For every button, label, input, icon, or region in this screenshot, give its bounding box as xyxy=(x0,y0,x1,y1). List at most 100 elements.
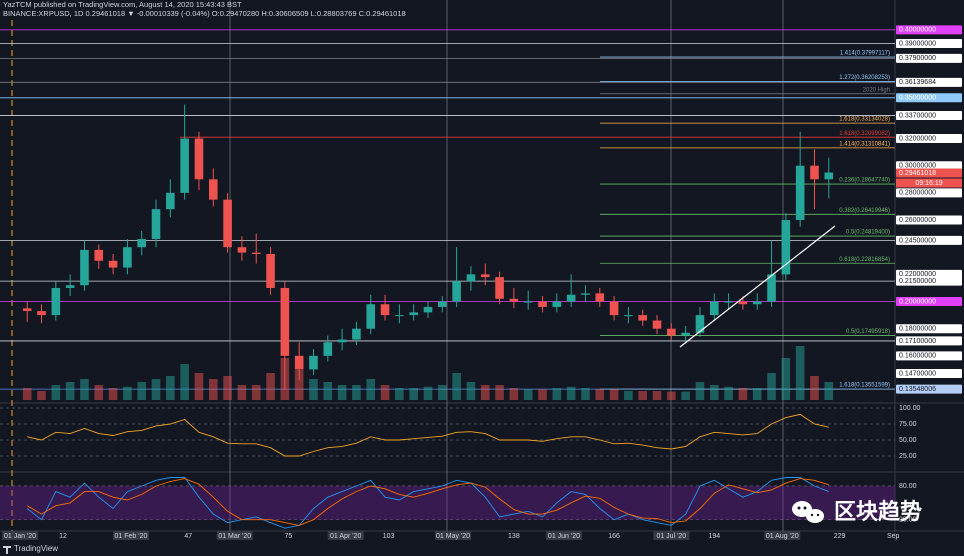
indicator-tick-label: 75.00 xyxy=(899,421,917,428)
volume-bar xyxy=(638,391,648,400)
volume-bar xyxy=(323,382,333,400)
indicator-tick-label: 80.00 xyxy=(899,483,917,490)
candle-body xyxy=(638,315,648,321)
fib-label: 0.618(0.22816854) xyxy=(839,257,890,263)
volume-bar xyxy=(523,389,533,400)
stoch-line xyxy=(26,477,829,529)
price-label: 0.40000000 xyxy=(899,27,936,34)
fib-label: 1.618(0.33134028) xyxy=(839,117,890,123)
candle-body xyxy=(251,252,261,254)
volume-bar xyxy=(237,385,247,400)
price-label-box xyxy=(896,53,962,63)
candle-body xyxy=(337,339,347,343)
candle-body xyxy=(624,315,633,317)
candle-body xyxy=(781,220,791,275)
price-label-box xyxy=(896,324,962,334)
candle-body xyxy=(22,308,32,312)
fib-label: 1.414(0.37997117) xyxy=(840,51,890,57)
price-label: 0.22000000 xyxy=(899,271,936,278)
volume-bar xyxy=(552,388,562,400)
footer xyxy=(0,541,964,556)
volume-bar xyxy=(151,379,161,400)
axes: 0.40000000 0.39000000 0.37900000 0.36139684… xyxy=(2,25,962,540)
candle-body xyxy=(709,301,719,316)
volume-bar xyxy=(94,385,104,400)
x-tick-label: Sep xyxy=(887,533,900,540)
volume-bar xyxy=(466,382,476,400)
fib-label: 1.272(0.36208253) xyxy=(839,75,890,81)
volume xyxy=(22,346,834,400)
price-label-box xyxy=(896,134,962,144)
x-tick-label: 01 Jan '20 xyxy=(4,533,36,540)
price-label-box xyxy=(896,77,962,87)
candle-body xyxy=(552,301,562,307)
price-label: 0.13548006 xyxy=(899,386,936,393)
volume-bar xyxy=(624,391,633,400)
candle-body xyxy=(609,301,619,316)
x-tick-label: 01 Jun '20 xyxy=(548,533,580,540)
x-tick-label: 01 Feb '20 xyxy=(115,533,148,540)
volume-bar xyxy=(495,385,504,400)
volume-bar xyxy=(294,370,304,400)
candle-body xyxy=(538,301,547,307)
price-label-box xyxy=(896,235,962,245)
volume-bar xyxy=(652,391,662,400)
candle-body xyxy=(309,355,318,370)
volume-bar xyxy=(223,376,232,400)
price-label-box xyxy=(896,336,962,346)
stoch-line xyxy=(26,478,829,526)
volume-bar xyxy=(738,388,748,400)
x-tick-box xyxy=(216,531,253,540)
volume-bar xyxy=(667,391,676,400)
x-tick-label: 01 May '20 xyxy=(436,533,470,540)
indicator-tick-label: 100.00 xyxy=(899,405,921,412)
volume-bar xyxy=(423,386,433,400)
volume-bar xyxy=(309,379,318,400)
candle-body xyxy=(409,312,418,316)
x-tick-box xyxy=(327,531,364,540)
volume-bar xyxy=(251,385,261,400)
x-tick-label: 229 xyxy=(834,533,846,540)
price-label: 0.37900000 xyxy=(899,55,936,62)
indicator-tick-label: 50.00 xyxy=(899,437,917,444)
trend-line xyxy=(679,225,836,348)
candle-body xyxy=(466,274,476,282)
price-label: 0.28000000 xyxy=(899,190,936,197)
fib-label: 1.414(0.31310841) xyxy=(839,141,890,147)
fib-label: 0.236(0.28647740) xyxy=(839,178,890,184)
volume-bar xyxy=(80,379,89,400)
indicator-tick-label: 25.00 xyxy=(899,453,917,460)
price-label: 0.16000000 xyxy=(899,353,936,360)
candle-body xyxy=(137,239,147,248)
candle-body xyxy=(380,304,390,316)
volume-bar xyxy=(208,379,218,400)
volume-bar xyxy=(51,385,61,400)
candle-body xyxy=(108,260,118,268)
x-tick-box xyxy=(435,531,472,540)
candle-body xyxy=(752,301,762,305)
candle-body xyxy=(94,249,104,261)
candle-body xyxy=(423,306,433,313)
price-label: 0.14700000 xyxy=(899,370,936,377)
candle-body xyxy=(438,301,447,307)
price-label: 0.24500000 xyxy=(899,237,936,244)
candle-body xyxy=(480,274,490,278)
volume-bar xyxy=(438,385,447,400)
fib-label: 2020 High xyxy=(863,87,890,93)
candle-body xyxy=(767,274,776,302)
candle-body xyxy=(795,165,805,221)
indicator-tick-label: 20.00 xyxy=(899,517,917,524)
price-label: 0.29461018 xyxy=(899,170,936,177)
x-tick-box xyxy=(653,531,690,540)
volume-bar xyxy=(595,389,605,400)
volume-bar xyxy=(609,389,619,400)
volume-bar xyxy=(352,385,361,400)
candle-body xyxy=(51,287,61,316)
candle-body xyxy=(452,281,461,302)
price-label: 0.33700000 xyxy=(899,112,936,119)
countdown-box xyxy=(896,178,962,188)
x-tick-box xyxy=(2,531,39,540)
price-label-box xyxy=(896,269,962,279)
